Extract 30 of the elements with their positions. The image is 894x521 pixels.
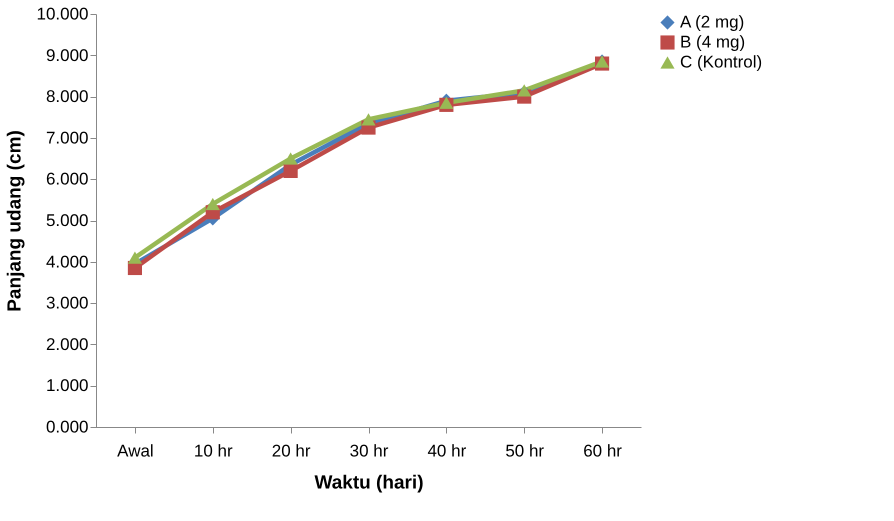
x-tick-label: 60 hr (583, 442, 622, 460)
x-tick-label: 30 hr (350, 442, 389, 460)
y-tick-label: 3.000 (46, 294, 88, 313)
point (128, 252, 142, 264)
y-tick-label: 9.000 (46, 46, 88, 65)
x-axis-title: Waktu (hari) (314, 472, 424, 494)
x-tick-label: 40 hr (427, 442, 467, 460)
point (206, 198, 220, 210)
y-tick-label: 2.000 (46, 334, 88, 354)
y-tick-label: 4.000 (46, 252, 88, 272)
point (439, 96, 454, 109)
y-tick-label: 8.000 (46, 87, 88, 106)
point (361, 113, 376, 126)
y-tick-label: 7.000 (46, 128, 88, 148)
legend-label: C (Kontrol) (680, 52, 762, 72)
y-tick-label: 0.000 (46, 418, 88, 436)
point (517, 84, 532, 97)
legend-label: A (2 mg) (680, 12, 744, 32)
y-axis-title: Panjang udang (cm) (4, 130, 26, 312)
x-tick-label: 50 hr (505, 442, 544, 460)
point (284, 152, 298, 165)
legend-label: B (4 mg) (680, 32, 746, 52)
y-tick-label: 10.000 (36, 4, 88, 24)
y-tick-label: 6.000 (46, 170, 88, 189)
x-tick-label: 20 hr (272, 442, 311, 460)
y-tick-label: 1.000 (46, 376, 88, 396)
x-tick-label: 10 hr (194, 442, 233, 460)
y-tick-label: 5.000 (46, 211, 88, 230)
point (284, 164, 298, 178)
x-tick-label: Awal (117, 442, 154, 460)
